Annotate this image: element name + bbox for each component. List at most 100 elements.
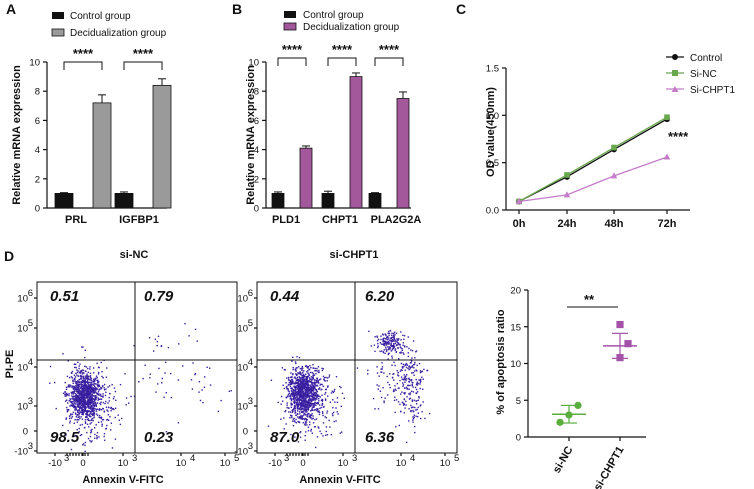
x-tick-prl: PRL [65, 214, 87, 226]
event-dot [395, 350, 398, 353]
event-dot [290, 382, 292, 385]
event-dot [78, 367, 80, 370]
event-dot [317, 402, 320, 404]
event-dot [298, 417, 300, 419]
event-dot [402, 404, 405, 406]
event-dot [88, 396, 91, 398]
event-dot [305, 384, 307, 386]
event-dot [303, 414, 305, 416]
event-dot [138, 381, 140, 383]
event-dot [318, 411, 321, 414]
event-dot [314, 403, 316, 405]
event-dot [403, 365, 405, 368]
event-dot [304, 382, 307, 384]
event-dot [284, 369, 287, 371]
event-dot [101, 425, 103, 427]
event-dot [305, 380, 308, 382]
event-dot [270, 379, 273, 381]
event-dot [386, 349, 388, 351]
event-dot [404, 377, 407, 379]
event-dot [336, 411, 338, 413]
event-dot [82, 409, 84, 411]
event-dot [408, 388, 410, 390]
event-dot [91, 408, 93, 410]
significance-label: **** [379, 42, 400, 57]
event-dot [96, 392, 98, 395]
event-dot [304, 378, 306, 380]
event-dot [301, 389, 303, 392]
event-dot [81, 381, 84, 384]
event-dot [89, 366, 91, 368]
event-dot [283, 417, 285, 419]
event-dot [301, 368, 303, 370]
event-dot [384, 341, 387, 343]
event-dot [66, 394, 69, 396]
event-dot [408, 368, 410, 371]
event-dot [149, 377, 151, 379]
event-dot [69, 420, 71, 422]
event-dot [416, 384, 419, 386]
event-dot [298, 393, 300, 395]
event-dot [74, 400, 76, 402]
event-dot [75, 408, 78, 410]
event-dot [301, 415, 304, 417]
event-dot [384, 352, 386, 355]
event-dot [283, 368, 286, 371]
event-dot [382, 343, 384, 345]
event-dot [415, 415, 417, 417]
event-dot [294, 436, 296, 438]
event-dot [288, 411, 290, 413]
event-dot [300, 394, 302, 396]
event-dot [96, 376, 98, 379]
y-tick-label-flow: 10 [17, 294, 28, 305]
event-dot [90, 399, 92, 401]
event-dot [301, 387, 304, 389]
event-dot [382, 386, 384, 389]
event-dot [82, 385, 84, 388]
event-dot [83, 372, 85, 374]
event-dot [64, 393, 66, 396]
event-dot [74, 393, 77, 395]
event-dot [95, 405, 97, 408]
event-dot [69, 386, 71, 388]
event-dot [85, 384, 88, 386]
event-dot [311, 395, 313, 398]
event-dot [93, 412, 95, 414]
event-dot [94, 397, 96, 399]
event-dot [294, 373, 297, 375]
event-dot [79, 417, 81, 420]
event-dot [306, 393, 309, 396]
event-dot [320, 389, 322, 391]
event-dot [400, 362, 403, 365]
event-dot [80, 410, 83, 412]
event-dot [297, 420, 299, 423]
event-dot [91, 398, 93, 401]
event-dot [148, 337, 151, 339]
event-dot [318, 427, 320, 429]
event-dot [308, 374, 311, 376]
event-dot [290, 383, 293, 386]
event-dot [90, 429, 92, 432]
event-dot [84, 349, 87, 352]
event-dot [323, 378, 325, 380]
event-dot [331, 390, 334, 392]
event-dot [110, 422, 113, 424]
event-dot [380, 335, 382, 337]
event-dot [86, 404, 88, 406]
event-dot [74, 376, 77, 378]
event-dot [78, 414, 80, 416]
event-dot [301, 369, 303, 372]
event-dot [393, 343, 395, 345]
event-dot [295, 377, 297, 380]
event-dot [312, 402, 314, 405]
event-dot [410, 360, 413, 362]
event-dot [341, 392, 344, 395]
event-dot [401, 367, 404, 369]
event-dot [84, 407, 87, 410]
event-dot [382, 334, 384, 336]
event-dot [409, 362, 412, 364]
event-dot [78, 427, 80, 430]
event-dot [416, 382, 418, 385]
event-dot [308, 373, 310, 375]
event-dot [298, 402, 300, 404]
